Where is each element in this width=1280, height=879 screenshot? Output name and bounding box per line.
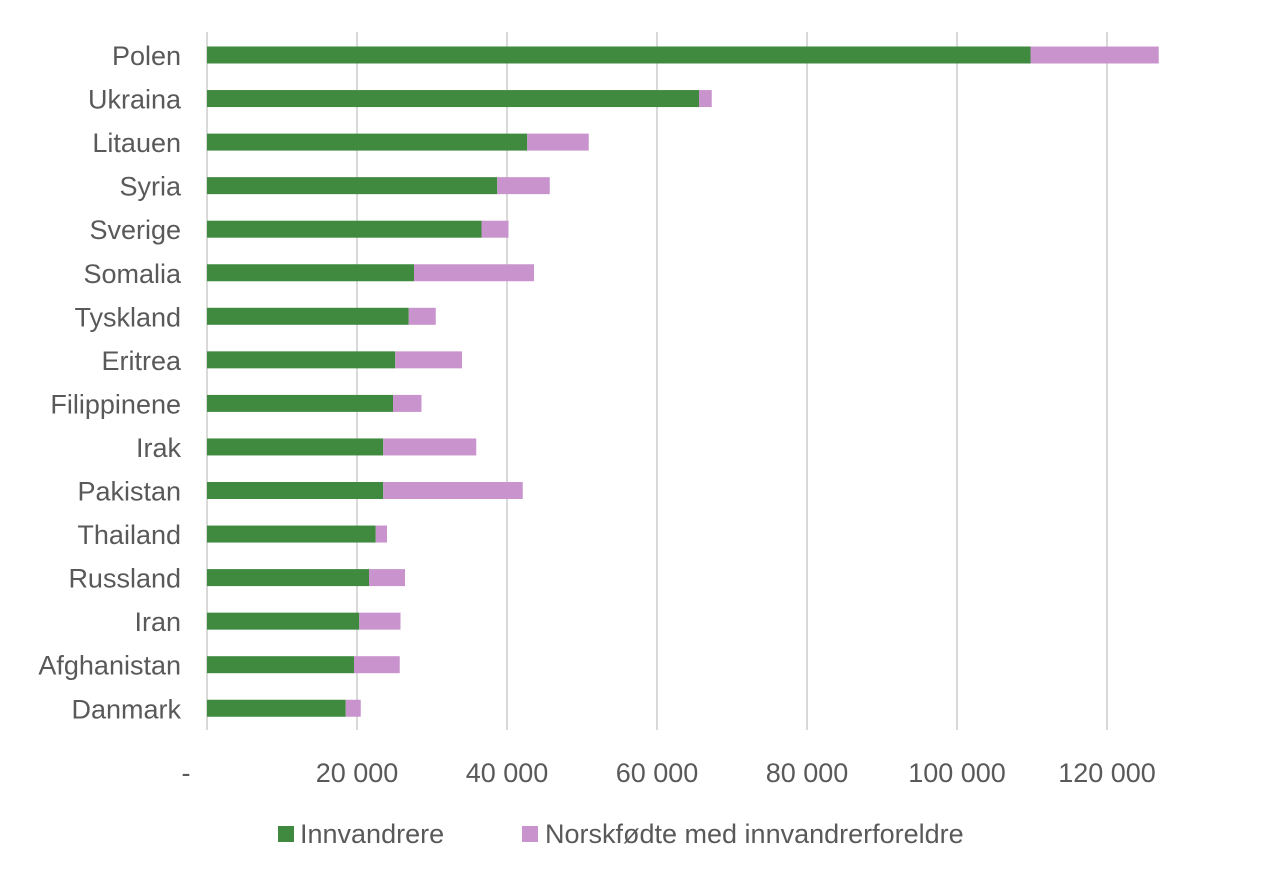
bar-afghanistan-series-2: [354, 656, 400, 674]
bar-thailand-series-1: [207, 525, 376, 543]
bar-syria-series-1: [207, 177, 498, 195]
category-label-iran: Iran: [134, 607, 181, 637]
bar-afghanistan-series-1: [207, 656, 354, 674]
category-label-ukraina: Ukraina: [88, 85, 182, 115]
bar-polen-series-1: [207, 46, 1031, 64]
category-label-pakistan: Pakistan: [77, 477, 181, 507]
legend-swatch-1: [278, 826, 294, 842]
bar-russland-series-1: [207, 569, 369, 587]
bar-ukraina-series-2: [699, 90, 712, 108]
bar-eritrea-series-2: [395, 351, 462, 369]
bar-ukraina-series-1: [207, 90, 699, 108]
x-tick-label-0: -: [182, 758, 191, 788]
category-label-litauen: Litauen: [92, 128, 181, 158]
bar-sverige-series-1: [207, 220, 482, 238]
bar-russland-series-2: [369, 569, 405, 587]
bar-polen-series-2: [1030, 46, 1159, 64]
x-tick-label-6: 120 000: [1058, 758, 1156, 788]
category-label-syria: Syria: [119, 172, 181, 202]
bar-syria-series-2: [497, 177, 550, 195]
category-label-tyskland: Tyskland: [74, 302, 181, 332]
bar-eritrea-series-1: [207, 351, 396, 369]
bar-irak-series-2: [383, 438, 477, 456]
category-label-sverige: Sverige: [89, 215, 181, 245]
legend-label-1: Innvandrere: [300, 819, 444, 849]
bar-pakistan-series-2: [383, 482, 523, 499]
bar-sverige-series-2: [481, 220, 509, 238]
x-tick-label-1: 20 000: [316, 758, 399, 788]
bar-tyskland-series-2: [408, 307, 436, 325]
bar-iran-series-2: [359, 612, 401, 630]
category-label-afghanistan: Afghanistan: [38, 651, 181, 681]
legend: Innvandrere Norskfødte med innvandrerfore…: [278, 819, 964, 849]
category-label-somalia: Somalia: [83, 259, 182, 289]
category-label-eritrea: Eritrea: [101, 346, 182, 376]
category-labels: Polen Ukraina Litauen Syria Sverige Somalia Ty…: [38, 41, 182, 724]
bar-pakistan-series-1: [207, 482, 384, 499]
x-tick-label-3: 60 000: [616, 758, 699, 788]
bar-litauen-series-2: [527, 133, 589, 151]
x-tick-label-2: 40 000: [466, 758, 549, 788]
category-label-filippinene: Filippinene: [50, 389, 181, 419]
legend-swatch-2: [522, 826, 538, 842]
bar-iran-series-1: [207, 612, 360, 630]
x-axis-tick-labels: - 20 000 40 000 60 000 80 000 100 000 120 000: [182, 758, 1156, 788]
bars: [207, 46, 1159, 717]
category-label-polen: Polen: [112, 41, 181, 71]
bar-litauen-series-1: [207, 133, 528, 151]
bar-filippinene-series-2: [393, 394, 422, 412]
bar-somalia-series-2: [414, 264, 534, 282]
x-tick-label-4: 80 000: [766, 758, 849, 788]
bar-filippinene-series-1: [207, 394, 393, 412]
x-tick-label-5: 100 000: [908, 758, 1006, 788]
category-label-danmark: Danmark: [71, 694, 181, 724]
bar-irak-series-1: [207, 438, 384, 456]
bar-danmark-series-1: [207, 699, 346, 717]
category-label-russland: Russland: [68, 564, 181, 594]
bar-danmark-series-2: [345, 699, 361, 717]
bar-tyskland-series-1: [207, 307, 409, 325]
bar-somalia-series-1: [207, 264, 414, 282]
category-label-irak: Irak: [136, 433, 182, 463]
bar-thailand-series-2: [375, 525, 387, 543]
legend-label-2: Norskfødte med innvandrerforeldre: [545, 819, 964, 849]
category-label-thailand: Thailand: [77, 520, 181, 550]
